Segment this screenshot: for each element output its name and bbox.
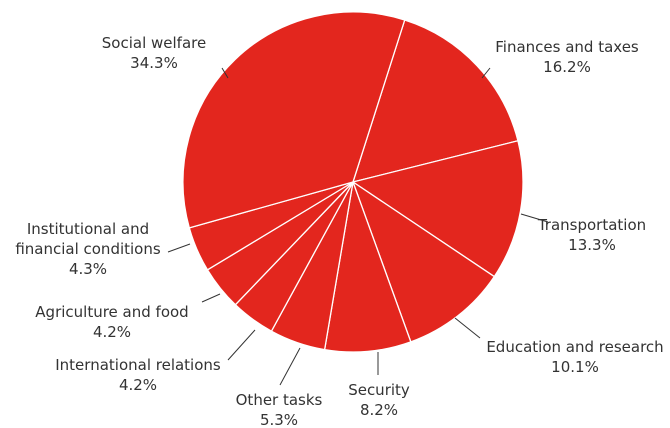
slice-label: Other tasks 5.3% xyxy=(236,391,323,428)
slice-label: Finances and taxes 16.2% xyxy=(495,38,639,76)
slice-label: Transportation 13.3% xyxy=(537,216,646,254)
leader-line xyxy=(481,67,491,79)
slice-label: Institutional and financial conditions 4.3… xyxy=(15,220,161,278)
slice-value-label: 4.2% xyxy=(119,376,157,394)
leader-line xyxy=(454,317,481,339)
slice-name-label: Institutional and xyxy=(27,220,149,238)
slice-name-label: Agriculture and food xyxy=(35,303,188,321)
leader-line xyxy=(279,347,301,386)
slice-name-label: Education and research xyxy=(486,338,663,356)
slice-name-label: Security xyxy=(348,381,410,399)
leader-line xyxy=(201,293,221,303)
slice-value-label: 13.3% xyxy=(568,236,616,254)
leader-line xyxy=(520,213,549,223)
slice-label: Education and research 10.1% xyxy=(486,338,663,376)
slice-label: International relations 4.2% xyxy=(55,356,221,394)
slice-name-label: Social welfare xyxy=(102,34,206,52)
slice-value-label: 4.2% xyxy=(93,323,131,341)
slice-value-label: 5.3% xyxy=(260,411,298,428)
pie-slice xyxy=(352,19,519,183)
slice-value-label: 10.1% xyxy=(551,358,599,376)
slice-labels: Finances and taxes 16.2% Transportation 13.… xyxy=(15,34,663,428)
slice-value-label: 8.2% xyxy=(360,401,398,419)
leader-line xyxy=(221,67,229,79)
slice-name-label: financial conditions xyxy=(15,240,161,258)
slice-name-label: Transportation xyxy=(537,216,646,234)
leader-lines xyxy=(167,67,549,386)
leader-line xyxy=(227,329,256,361)
slice-value-label: 16.2% xyxy=(543,58,591,76)
slice-label: Security 8.2% xyxy=(348,381,410,419)
leader-line xyxy=(167,243,191,253)
slice-value-label: 4.3% xyxy=(69,260,107,278)
slice-label: Social welfare 34.3% xyxy=(102,34,206,72)
pie-slice xyxy=(351,180,496,343)
slice-name-label: Finances and taxes xyxy=(495,38,639,56)
slice-value-label: 34.3% xyxy=(130,54,178,72)
pie-slices xyxy=(182,11,524,353)
slice-name-label: Other tasks xyxy=(236,391,323,409)
slice-name-label: International relations xyxy=(55,356,221,374)
slice-label: Agriculture and food 4.2% xyxy=(35,303,188,341)
pie-slice xyxy=(182,11,406,229)
pie-slice xyxy=(351,139,524,278)
